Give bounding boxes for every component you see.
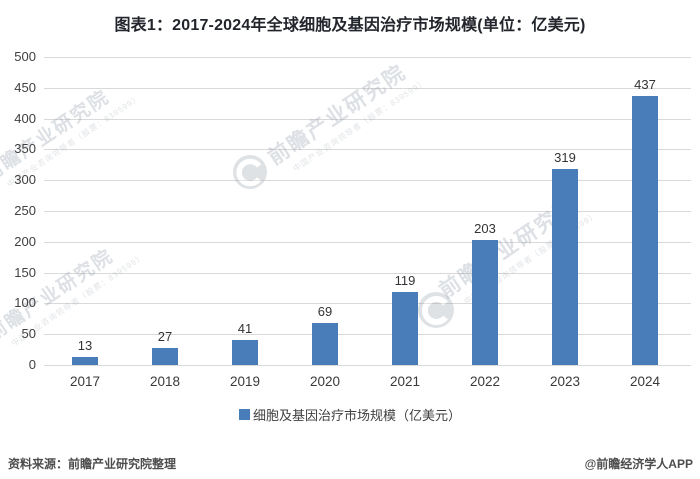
gridline [44, 87, 691, 89]
y-axis-tick-label: 200 [14, 233, 36, 249]
bar-value-label: 319 [554, 149, 576, 165]
gridline [44, 334, 691, 336]
bar [392, 291, 418, 365]
x-axis-label: 2017 [69, 374, 101, 389]
bar [152, 348, 178, 365]
gridline [44, 180, 691, 182]
chart-title: 图表1：2017-2024年全球细胞及基因治疗市场规模(单位：亿美元) [114, 17, 586, 34]
gridline [44, 211, 691, 212]
gridline [44, 149, 691, 151]
y-axis-tick-label: 250 [14, 203, 36, 218]
y-axis-tick-label: 400 [14, 110, 36, 126]
qianzhan-logo-watermark [233, 155, 267, 189]
x-axis-label: 2022 [469, 374, 501, 389]
x-axis-label: 2021 [389, 374, 421, 389]
y-axis-tick-label: 150 [14, 264, 36, 280]
bar [632, 95, 658, 365]
bar [552, 168, 578, 365]
gridline [44, 57, 691, 58]
y-axis-tick-label: 300 [14, 172, 36, 188]
y-axis-tick-label: 0 [28, 357, 36, 372]
bar-column: 203 [445, 57, 525, 365]
y-axis-tick-label: 500 [14, 49, 36, 64]
bar-value-label: 41 [237, 320, 253, 336]
bar [312, 322, 338, 365]
bar-column: 437 [605, 57, 685, 365]
x-axis-label: 2024 [629, 374, 661, 389]
footer-credit: @前瞻经济学人APP [584, 457, 693, 471]
bar-column: 69 [285, 57, 365, 365]
bar [72, 357, 98, 365]
gridline [44, 272, 691, 274]
bar-value-label: 203 [474, 220, 496, 236]
footer-source: 资料来源：前瞻产业研究院整理 [8, 457, 177, 471]
gridline [44, 365, 691, 366]
bar-value-label: 437 [634, 76, 656, 92]
y-axis-tick-label: 350 [14, 141, 36, 157]
x-axis-label: 2018 [149, 374, 181, 389]
bar [232, 339, 258, 365]
bar-column: 119 [365, 57, 445, 365]
bar-column: 41 [205, 57, 285, 365]
bar-value-label: 13 [77, 338, 93, 353]
bar-value-label: 69 [317, 303, 333, 319]
legend: 细胞及基因治疗市场规模（亿美元） [0, 405, 700, 425]
legend-label: 细胞及基因治疗市场规模（亿美元） [252, 408, 461, 423]
bar [472, 239, 498, 365]
bar-column: 13 [45, 57, 125, 365]
y-axis-tick-label: 50 [21, 326, 36, 342]
x-axis-label: 2023 [549, 374, 581, 389]
y-axis-tick-label: 450 [14, 79, 36, 95]
gridline [44, 303, 691, 305]
gridline [44, 118, 691, 120]
x-axis-label: 2019 [229, 374, 261, 389]
y-axis-tick-label: 100 [14, 295, 36, 311]
x-axis-label: 2020 [309, 374, 341, 389]
bar-column: 319 [525, 57, 605, 365]
gridline [44, 241, 691, 243]
bar-column: 27 [125, 57, 205, 365]
x-axis: 2017 2018 2019 2020 2021 2022 2023 2024 [45, 373, 685, 391]
bar-value-label: 119 [394, 272, 416, 288]
bar-series: 13 27 41 69 119 203 319 437 [45, 57, 685, 365]
legend-swatch [238, 409, 250, 420]
qianzhan-logo-watermark [418, 292, 454, 328]
plot-area [44, 57, 691, 366]
bar-value-label: 27 [157, 329, 173, 345]
